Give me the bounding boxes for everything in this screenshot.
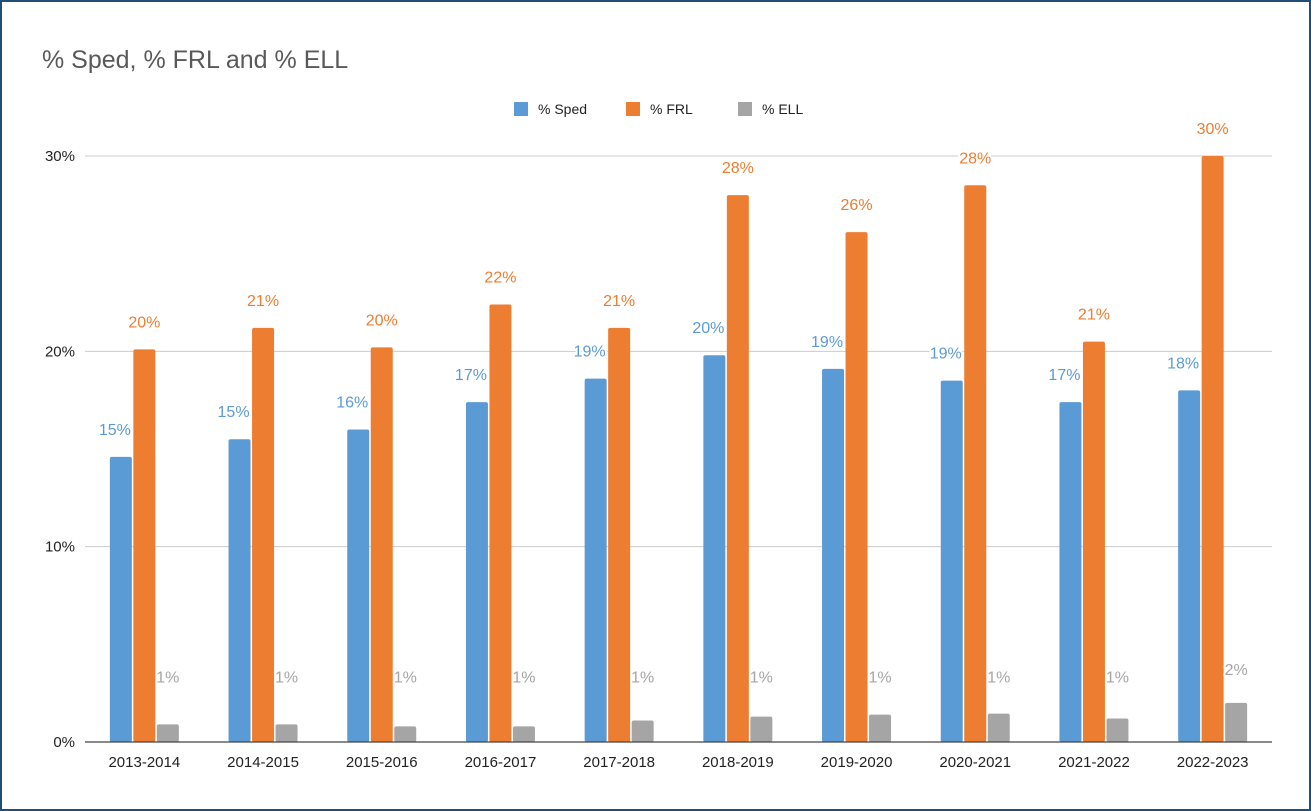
data-label: 28% bbox=[722, 160, 754, 177]
data-label: 17% bbox=[455, 367, 487, 384]
x-tick-label: 2013-2014 bbox=[108, 754, 180, 771]
bar-sped bbox=[703, 355, 726, 742]
bar-ell bbox=[1106, 718, 1129, 742]
data-label: 1% bbox=[868, 670, 891, 687]
data-label: 17% bbox=[1048, 367, 1080, 384]
data-labels: 15% 20% 1% 15% 21% 1% 16% 20% 1% 17% 22% 1% 19% 21% 1%… bbox=[97, 119, 1250, 689]
data-label: 18% bbox=[1167, 355, 1199, 372]
data-label: 20% bbox=[692, 320, 724, 337]
data-label: 1% bbox=[987, 670, 1010, 687]
bar-sped bbox=[109, 456, 132, 742]
data-label: 1% bbox=[275, 670, 298, 687]
bar-ell bbox=[750, 716, 773, 742]
y-tick-label: 20% bbox=[45, 343, 75, 360]
y-tick-label: 0% bbox=[53, 734, 75, 751]
bar-sped bbox=[1059, 402, 1082, 742]
bar-sped bbox=[940, 380, 963, 742]
data-label: 15% bbox=[99, 422, 131, 439]
x-tick-label: 2021-2022 bbox=[1058, 754, 1130, 771]
legend-swatch bbox=[626, 102, 640, 116]
data-label: 2% bbox=[1225, 662, 1248, 679]
y-tick-label: 30% bbox=[45, 148, 75, 165]
bar-frl bbox=[608, 327, 631, 742]
x-tick-label: 2014-2015 bbox=[227, 754, 299, 771]
bar-ell bbox=[275, 724, 298, 742]
bar-frl bbox=[370, 347, 393, 742]
bar-frl bbox=[489, 304, 512, 742]
data-label: 1% bbox=[394, 670, 417, 687]
chart-title: % Sped, % FRL and % ELL bbox=[42, 46, 349, 74]
bar-sped bbox=[584, 378, 607, 742]
data-label: 15% bbox=[218, 404, 250, 421]
bar-ell bbox=[987, 713, 1010, 742]
data-label: 21% bbox=[1078, 307, 1110, 324]
bar-ell bbox=[631, 720, 654, 742]
legend-label: % Sped bbox=[538, 101, 587, 117]
data-label: 19% bbox=[930, 346, 962, 363]
bar-ell bbox=[1225, 702, 1248, 742]
legend-swatch bbox=[738, 102, 752, 116]
bar-frl bbox=[133, 349, 156, 742]
data-label: 26% bbox=[841, 197, 873, 214]
data-label: 22% bbox=[484, 269, 516, 286]
x-tick-label: 2015-2016 bbox=[346, 754, 418, 771]
data-label: 19% bbox=[811, 334, 843, 351]
data-label: 1% bbox=[750, 670, 773, 687]
bar-frl bbox=[726, 195, 749, 743]
bar-frl bbox=[964, 185, 987, 743]
bar-ell bbox=[869, 714, 892, 742]
legend: % Sped % FRL % ELL bbox=[514, 101, 803, 117]
x-tick-label: 2018-2019 bbox=[702, 754, 774, 771]
y-tick-label: 10% bbox=[45, 539, 75, 556]
bars bbox=[109, 156, 1248, 743]
x-tick-label: 2019-2020 bbox=[821, 754, 893, 771]
x-tick-label: 2017-2018 bbox=[583, 754, 655, 771]
bar-ell bbox=[512, 726, 535, 742]
bar-sped bbox=[1178, 390, 1201, 742]
data-label: 30% bbox=[1197, 121, 1229, 138]
data-label: 19% bbox=[574, 344, 606, 361]
x-tick-label: 2022-2023 bbox=[1177, 754, 1249, 771]
bar-sped bbox=[228, 439, 251, 742]
legend-label: % ELL bbox=[762, 101, 803, 117]
bar-ell bbox=[156, 724, 179, 742]
bar-ell bbox=[394, 726, 417, 742]
data-label: 1% bbox=[631, 670, 654, 687]
bar-frl bbox=[252, 327, 275, 742]
data-label: 1% bbox=[156, 670, 179, 687]
data-label: 20% bbox=[366, 312, 398, 329]
x-tick-label: 2016-2017 bbox=[465, 754, 537, 771]
data-label: 1% bbox=[512, 670, 535, 687]
bar-sped bbox=[822, 368, 845, 742]
data-label: 28% bbox=[959, 150, 991, 167]
bar-frl bbox=[1201, 156, 1224, 742]
bar-sped bbox=[465, 402, 488, 742]
axes: 0% 10% 20% 30% 2013-2014 2014-2015 2015-2016 20… bbox=[45, 148, 1272, 771]
data-label: 21% bbox=[247, 293, 279, 310]
data-label: 20% bbox=[128, 314, 160, 331]
data-label: 1% bbox=[1106, 670, 1129, 687]
bar-frl bbox=[1082, 341, 1105, 742]
x-tick-label: 2020-2021 bbox=[939, 754, 1011, 771]
data-label: 16% bbox=[336, 394, 368, 411]
legend-swatch bbox=[514, 102, 528, 116]
data-label: 21% bbox=[603, 293, 635, 310]
bar-frl bbox=[845, 232, 868, 742]
bar-sped bbox=[347, 429, 370, 742]
legend-label: % FRL bbox=[650, 101, 693, 117]
